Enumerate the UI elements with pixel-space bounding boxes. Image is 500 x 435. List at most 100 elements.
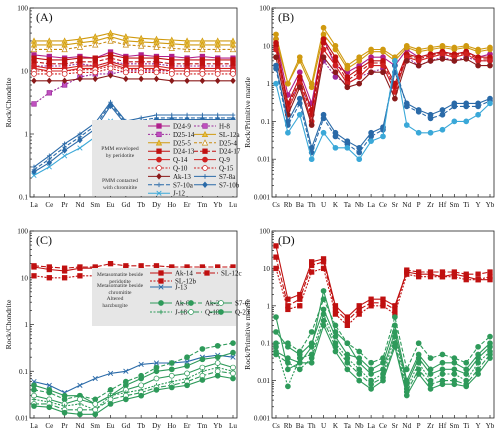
data-point: [296, 366, 303, 373]
legend-marker: [158, 278, 164, 284]
data-point: [285, 340, 291, 347]
data-point: [451, 103, 458, 110]
x-tick-label: Yb: [213, 201, 222, 209]
x-tick-label: Yb: [213, 422, 222, 430]
y-tick-label: 1: [266, 80, 270, 88]
data-point: [427, 386, 434, 392]
legend-marker: [156, 131, 162, 138]
data-point: [487, 62, 493, 69]
data-point: [403, 366, 410, 373]
data-point: [77, 411, 83, 418]
legend-group-label: with chromitite: [103, 185, 138, 191]
data-point: [138, 372, 145, 379]
data-point: [214, 360, 221, 366]
x-tick-label: Ho: [167, 422, 176, 430]
data-point: [427, 46, 434, 53]
data-point: [61, 265, 68, 271]
data-point: [92, 401, 99, 407]
data-point: [153, 69, 160, 76]
x-tick-label: Dy: [152, 422, 161, 430]
data-point: [31, 397, 37, 402]
legend-label: J-13: [175, 284, 188, 292]
legend-group-label: chromitite: [109, 290, 133, 296]
legend-label: J-12: [173, 190, 186, 198]
x-tick-label: Ta: [344, 201, 352, 209]
x-tick-label: Tb: [137, 422, 145, 430]
data-point: [107, 401, 114, 407]
x-tick-label: Rb: [284, 422, 293, 430]
data-point: [77, 136, 83, 144]
data-point: [168, 44, 175, 51]
data-point: [356, 348, 363, 355]
legend-group-label: peridotite: [109, 279, 131, 285]
panel-1: 0.001 0.01 0.1 1 10 100 Cs Rb Ba Th U K Ta Nb La Ce Sr Nd…: [243, 5, 495, 210]
data-point: [368, 386, 374, 392]
data-point: [61, 409, 68, 416]
data-point: [214, 71, 221, 77]
legend-marker: [156, 190, 162, 196]
data-point: [296, 95, 303, 102]
x-tick-label: Th: [308, 201, 316, 209]
data-point: [46, 71, 53, 77]
y-tick-label: 1: [24, 131, 28, 139]
data-point: [138, 392, 145, 399]
data-point: [344, 359, 351, 366]
data-point: [297, 303, 303, 309]
data-point: [76, 43, 84, 50]
x-tick-label: Pr: [61, 422, 68, 430]
data-point: [46, 45, 53, 53]
legend-marker: [156, 123, 162, 129]
data-point: [439, 274, 446, 280]
data-point: [451, 118, 458, 125]
legend-marker: [188, 300, 194, 306]
data-point: [439, 381, 446, 388]
legend-marker: [156, 148, 162, 154]
legend-label: D25-14: [173, 131, 195, 139]
data-point: [356, 57, 363, 64]
data-point: [273, 265, 279, 272]
data-point: [439, 269, 446, 275]
legend-group-label: PMM contacted: [102, 178, 138, 184]
x-tick-label: U: [321, 422, 327, 430]
data-point: [184, 370, 190, 377]
data-point: [415, 366, 422, 373]
series-line: [34, 40, 233, 50]
data-point: [380, 69, 386, 76]
x-tick-label: La: [367, 201, 375, 209]
legend-marker: [158, 284, 164, 290]
x-tick-label: Dy: [152, 201, 161, 209]
x-tick-label: Tm: [197, 422, 207, 430]
legend-label: S7-10a: [173, 181, 194, 189]
y-axis-label: Rock/Primitive mantle: [243, 77, 252, 148]
axes-frame: [29, 7, 238, 198]
data-point: [92, 69, 99, 76]
data-point: [439, 371, 446, 377]
y-tick-label: 100: [259, 228, 270, 236]
data-point: [475, 359, 481, 366]
data-point: [344, 318, 350, 324]
data-point: [184, 363, 190, 369]
data-point: [356, 371, 363, 377]
x-tick-label: Hf: [439, 201, 447, 209]
data-point: [403, 44, 410, 51]
data-point: [451, 46, 458, 53]
x-tick-label: Sr: [392, 422, 399, 430]
data-point: [107, 261, 114, 267]
data-point: [296, 359, 303, 366]
y-tick-label: 10: [263, 42, 271, 50]
series-D25-5: [273, 31, 493, 91]
x-tick-label: Lu: [229, 201, 237, 209]
data-point: [487, 57, 493, 64]
data-point: [487, 274, 493, 280]
x-tick-label: La: [367, 422, 375, 430]
y-axis-label: Rock/Chondrite: [4, 77, 13, 127]
data-point: [138, 361, 144, 368]
data-point: [199, 61, 206, 67]
data-point: [184, 354, 190, 361]
data-point: [31, 172, 37, 179]
data-point: [214, 342, 221, 349]
data-point: [475, 57, 481, 64]
data-point: [356, 366, 363, 373]
data-point: [61, 71, 68, 77]
data-point: [332, 348, 339, 355]
